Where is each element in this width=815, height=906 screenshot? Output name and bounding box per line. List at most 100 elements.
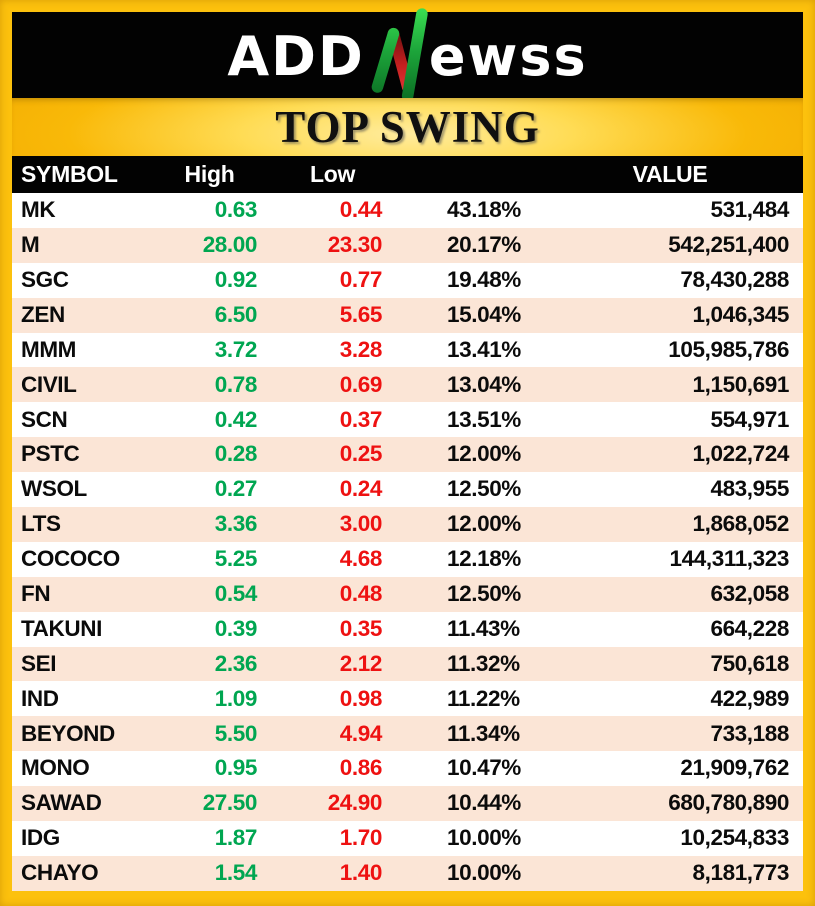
cell-low: 3.28 (339, 336, 383, 362)
cell-high: 2.36 (214, 650, 258, 676)
cell-symbol: LTS (21, 511, 61, 537)
cell-high: 0.95 (214, 755, 258, 781)
cell-low: 4.94 (339, 720, 383, 746)
cell-symbol: IND (21, 685, 59, 711)
cell-high: 0.92 (214, 266, 258, 292)
cell-pct: 10.47% (447, 755, 521, 781)
table-row: IDG 1.87 1.70 10.00% 10,254,833 (12, 821, 803, 856)
cell-pct: 13.04% (447, 371, 521, 397)
cell-symbol: FN (21, 580, 51, 606)
cell-symbol: M (21, 232, 40, 258)
cell-symbol: CHAYO (21, 860, 99, 886)
cell-pct: 12.50% (447, 476, 521, 502)
cell-symbol: COCOCO (21, 546, 120, 572)
cell-pct: 11.22% (447, 685, 520, 711)
cell-low: 1.40 (339, 860, 383, 886)
cell-pct: 13.41% (447, 336, 521, 362)
cell-low: 1.70 (339, 825, 383, 851)
cell-pct: 11.34% (447, 720, 520, 746)
cell-value: 1,046,345 (692, 301, 790, 327)
cell-value: 8,181,773 (692, 860, 790, 886)
cell-high: 5.50 (214, 720, 258, 746)
cell-symbol: TAKUNI (21, 615, 102, 641)
cell-pct: 10.00% (447, 860, 521, 886)
cell-pct: 43.18% (447, 197, 521, 223)
cell-low: 5.65 (339, 301, 383, 327)
cell-high: 0.27 (214, 476, 258, 502)
table-row: BEYOND 5.50 4.94 11.34% 733,188 (12, 716, 803, 752)
cell-low: 0.25 (339, 441, 383, 467)
cell-low: 4.68 (339, 546, 383, 572)
table-row: M 28.00 23.30 20.17% 542,251,400 (12, 227, 803, 263)
table-body: MK 0.63 0.44 43.18% 531,484 M 28.00 23.30 20.17%… (12, 193, 803, 891)
table-row: SEI 2.36 2.12 11.32% 750,618 (12, 646, 803, 682)
logo-text-ewss: ewss (428, 25, 588, 88)
cell-high: 0.39 (214, 615, 258, 641)
cell-low: 0.35 (339, 615, 383, 641)
table-row: CHAYO 1.54 1.40 10.00% 8,181,773 (12, 855, 803, 891)
logo-text-add: ADD (227, 25, 365, 88)
cell-value: 733,188 (710, 720, 789, 746)
table-row: LTS 3.36 3.00 12.00% 1,868,052 (12, 507, 803, 542)
cell-low: 0.69 (339, 371, 383, 397)
table-row: SAWAD 27.50 24.90 10.44% 680,780,890 (12, 786, 803, 822)
cell-high: 0.63 (214, 197, 258, 223)
table-row: CIVIL 0.78 0.69 13.04% 1,150,691 (12, 367, 803, 403)
cell-symbol: CIVIL (21, 371, 77, 397)
cell-value: 21,909,762 (680, 755, 789, 781)
cell-high: 0.54 (214, 580, 258, 606)
col-header-high: High (184, 161, 235, 187)
cell-pct: 10.00% (447, 825, 521, 851)
table-row: FN 0.54 0.48 12.50% 632,058 (12, 576, 803, 612)
cell-symbol: MONO (21, 755, 90, 781)
stylized-n-icon (371, 8, 428, 102)
cell-pct: 12.50% (447, 580, 521, 606)
page-title: TOP SWING (275, 101, 540, 152)
cell-low: 24.90 (327, 790, 383, 816)
cell-value: 1,022,724 (692, 441, 790, 467)
cell-high: 0.28 (214, 441, 258, 467)
cell-symbol: IDG (21, 825, 60, 851)
cell-value: 542,251,400 (668, 232, 789, 258)
cell-value: 680,780,890 (668, 790, 789, 816)
cell-value: 10,254,833 (680, 825, 789, 851)
cell-low: 0.24 (339, 476, 383, 502)
cell-symbol: BEYOND (21, 720, 115, 746)
cell-pct: 19.48% (447, 266, 521, 292)
cell-pct: 15.04% (447, 301, 521, 327)
cell-pct: 11.43% (447, 615, 520, 641)
cell-value: 750,618 (710, 650, 789, 676)
table-row: TAKUNI 0.39 0.35 11.43% 664,228 (12, 611, 803, 647)
cell-high: 0.78 (214, 371, 258, 397)
title-band: TOP SWING (12, 98, 803, 156)
cell-value: 483,955 (710, 476, 789, 502)
cell-pct: 11.32% (447, 650, 520, 676)
cell-low: 0.37 (339, 406, 383, 432)
cell-low: 0.77 (339, 266, 383, 292)
cell-low: 2.12 (339, 650, 383, 676)
cell-high: 28.00 (202, 232, 258, 258)
cell-value: 531,484 (710, 197, 789, 223)
table-row: MONO 0.95 0.86 10.47% 21,909,762 (12, 751, 803, 787)
cell-symbol: SCN (21, 406, 68, 432)
table-row: PSTC 0.28 0.25 12.00% 1,022,724 (12, 437, 803, 473)
cell-high: 1.54 (214, 860, 258, 886)
cell-value: 1,868,052 (692, 511, 790, 537)
logo-bar: ADD ewss (12, 8, 803, 102)
cell-pct: 13.51% (447, 406, 521, 432)
cell-high: 3.72 (214, 336, 258, 362)
cell-pct: 12.18% (447, 546, 521, 572)
cell-symbol: ZEN (21, 301, 65, 327)
cell-symbol: WSOL (21, 476, 87, 502)
table-row: MMM 3.72 3.28 13.41% 105,985,786 (12, 332, 803, 368)
cell-pct: 12.00% (447, 511, 521, 537)
cell-low: 0.48 (339, 580, 383, 606)
cell-value: 144,311,323 (669, 546, 790, 572)
cell-symbol: MK (21, 197, 56, 223)
table-row: COCOCO 5.25 4.68 12.18% 144,311,323 (12, 541, 803, 577)
cell-value: 1,150,691 (692, 371, 790, 397)
cell-symbol: MMM (21, 336, 77, 362)
cell-high: 3.36 (214, 511, 258, 537)
cell-symbol: SEI (21, 650, 57, 676)
